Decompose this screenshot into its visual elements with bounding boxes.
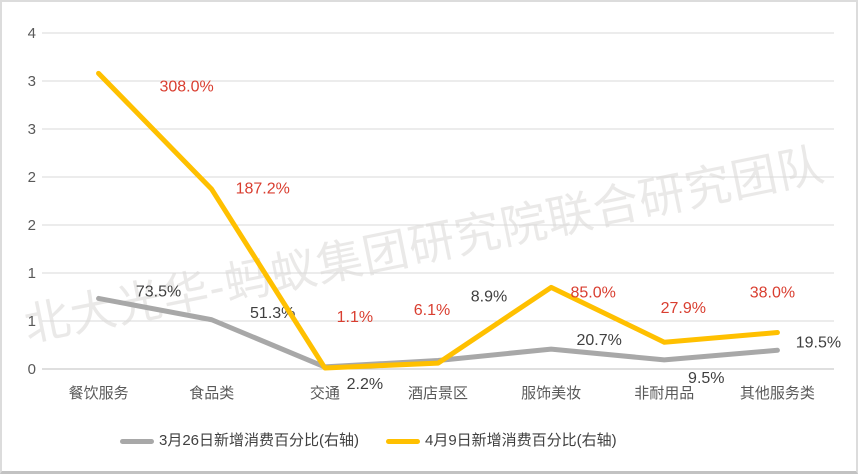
data-label-series-1: 308.0%: [159, 78, 213, 95]
y-axis-tick-label: 0: [28, 361, 36, 378]
data-label-series-0: 20.7%: [576, 332, 621, 349]
chart-legend: 3月26日新增消费百分比(右轴) 4月9日新增消费百分比(右轴): [2, 430, 856, 454]
legend-item-apr9: 4月9日新增消费百分比(右轴): [386, 430, 617, 452]
data-label-series-0: 8.9%: [471, 288, 507, 305]
data-label-series-1: 38.0%: [750, 285, 795, 302]
legend-item-mar26: 3月26日新增消费百分比(右轴): [120, 430, 359, 452]
legend-label-apr9: 4月9日新增消费百分比(右轴): [425, 432, 617, 449]
y-axis-tick-label: 2: [28, 217, 36, 234]
y-axis-tick-label: 3: [28, 73, 36, 90]
data-label-series-0: 51.3%: [250, 305, 295, 322]
data-label-series-1: 1.1%: [337, 309, 373, 326]
y-axis-tick-label: 2: [28, 169, 36, 186]
series-line-1: [96, 70, 780, 371]
x-axis-category-label: 其他服务类: [740, 385, 815, 402]
data-label-series-0: 73.5%: [136, 283, 181, 300]
data-label-series-0: 19.5%: [796, 334, 841, 351]
y-axis-tick-label: 4: [28, 25, 36, 42]
x-axis-category-label: 酒店景区: [408, 385, 468, 402]
y-axis-tick-label: 3: [28, 121, 36, 138]
legend-line-marker-gold-icon: [386, 438, 420, 444]
x-axis-category-label: 交通: [310, 384, 340, 402]
x-axis-category-label: 非耐用品: [634, 385, 694, 402]
data-label-series-1: 27.9%: [661, 300, 706, 317]
x-axis-category-label: 餐饮服务: [69, 385, 129, 402]
data-label-series-0: 2.2%: [347, 376, 383, 393]
y-axis-tick-label: 1: [28, 265, 36, 282]
data-label-series-1: 6.1%: [414, 302, 450, 319]
y-axis-tick-label: 1: [28, 313, 36, 330]
x-axis-category-label: 食品类: [189, 385, 234, 402]
data-label-series-1: 85.0%: [570, 284, 615, 301]
legend-line-marker-gray-icon: [120, 438, 154, 444]
legend-label-mar26: 3月26日新增消费百分比(右轴): [159, 432, 360, 449]
data-label-series-0: 9.5%: [688, 370, 724, 387]
data-label-series-1: 187.2%: [236, 180, 290, 197]
x-axis-category-label: 服饰美妆: [521, 385, 581, 402]
